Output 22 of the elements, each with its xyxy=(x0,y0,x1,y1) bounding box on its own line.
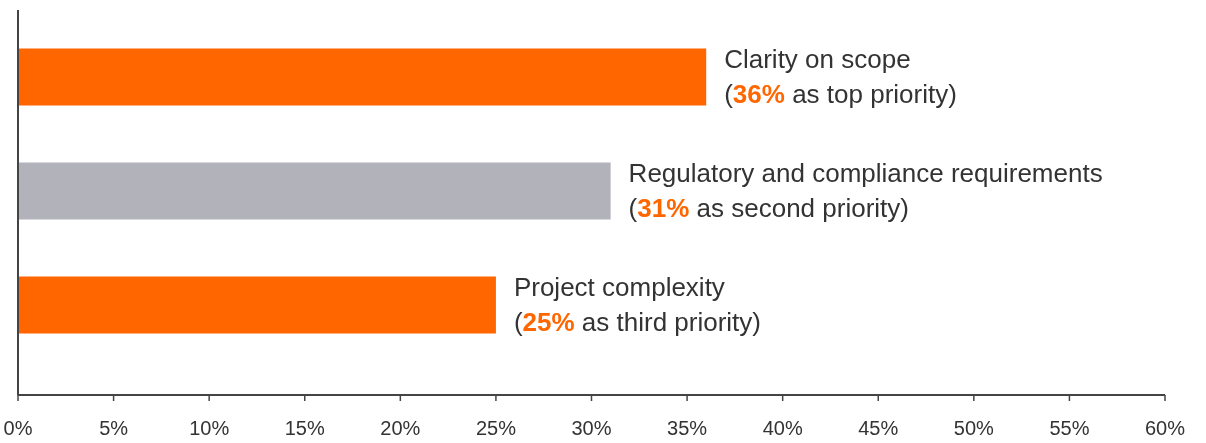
y-tick-label: Project complexity xyxy=(513,271,725,302)
x-tick-label: 55% xyxy=(1049,417,1090,439)
data-label: (36% as top priority) xyxy=(724,78,957,109)
x-tick-label: 35% xyxy=(667,417,708,439)
x-tick-label: 50% xyxy=(953,417,995,439)
x-tick-label: 20% xyxy=(380,417,421,439)
x-tick-label: 45% xyxy=(858,417,899,439)
x-tick-label: 25% xyxy=(475,417,517,439)
y-tick-label: Clarity on scope xyxy=(724,43,911,74)
y-tick-label: Regulatory and compliance requirements xyxy=(628,157,1103,188)
x-tick-label: 40% xyxy=(762,417,803,439)
x-tick-label: 30% xyxy=(571,417,612,439)
x-tick-label: 10% xyxy=(189,417,230,439)
data-label: (25% as third priority) xyxy=(513,306,762,337)
bar xyxy=(18,48,707,106)
data-label: (31% as second priority) xyxy=(628,192,909,223)
bar xyxy=(18,276,496,334)
x-tick-label: 15% xyxy=(284,417,325,439)
x-tick-label: 0% xyxy=(3,417,33,439)
x-tick-label: 60% xyxy=(1144,417,1186,439)
x-tick-label: 5% xyxy=(99,417,129,439)
bar xyxy=(18,162,611,220)
